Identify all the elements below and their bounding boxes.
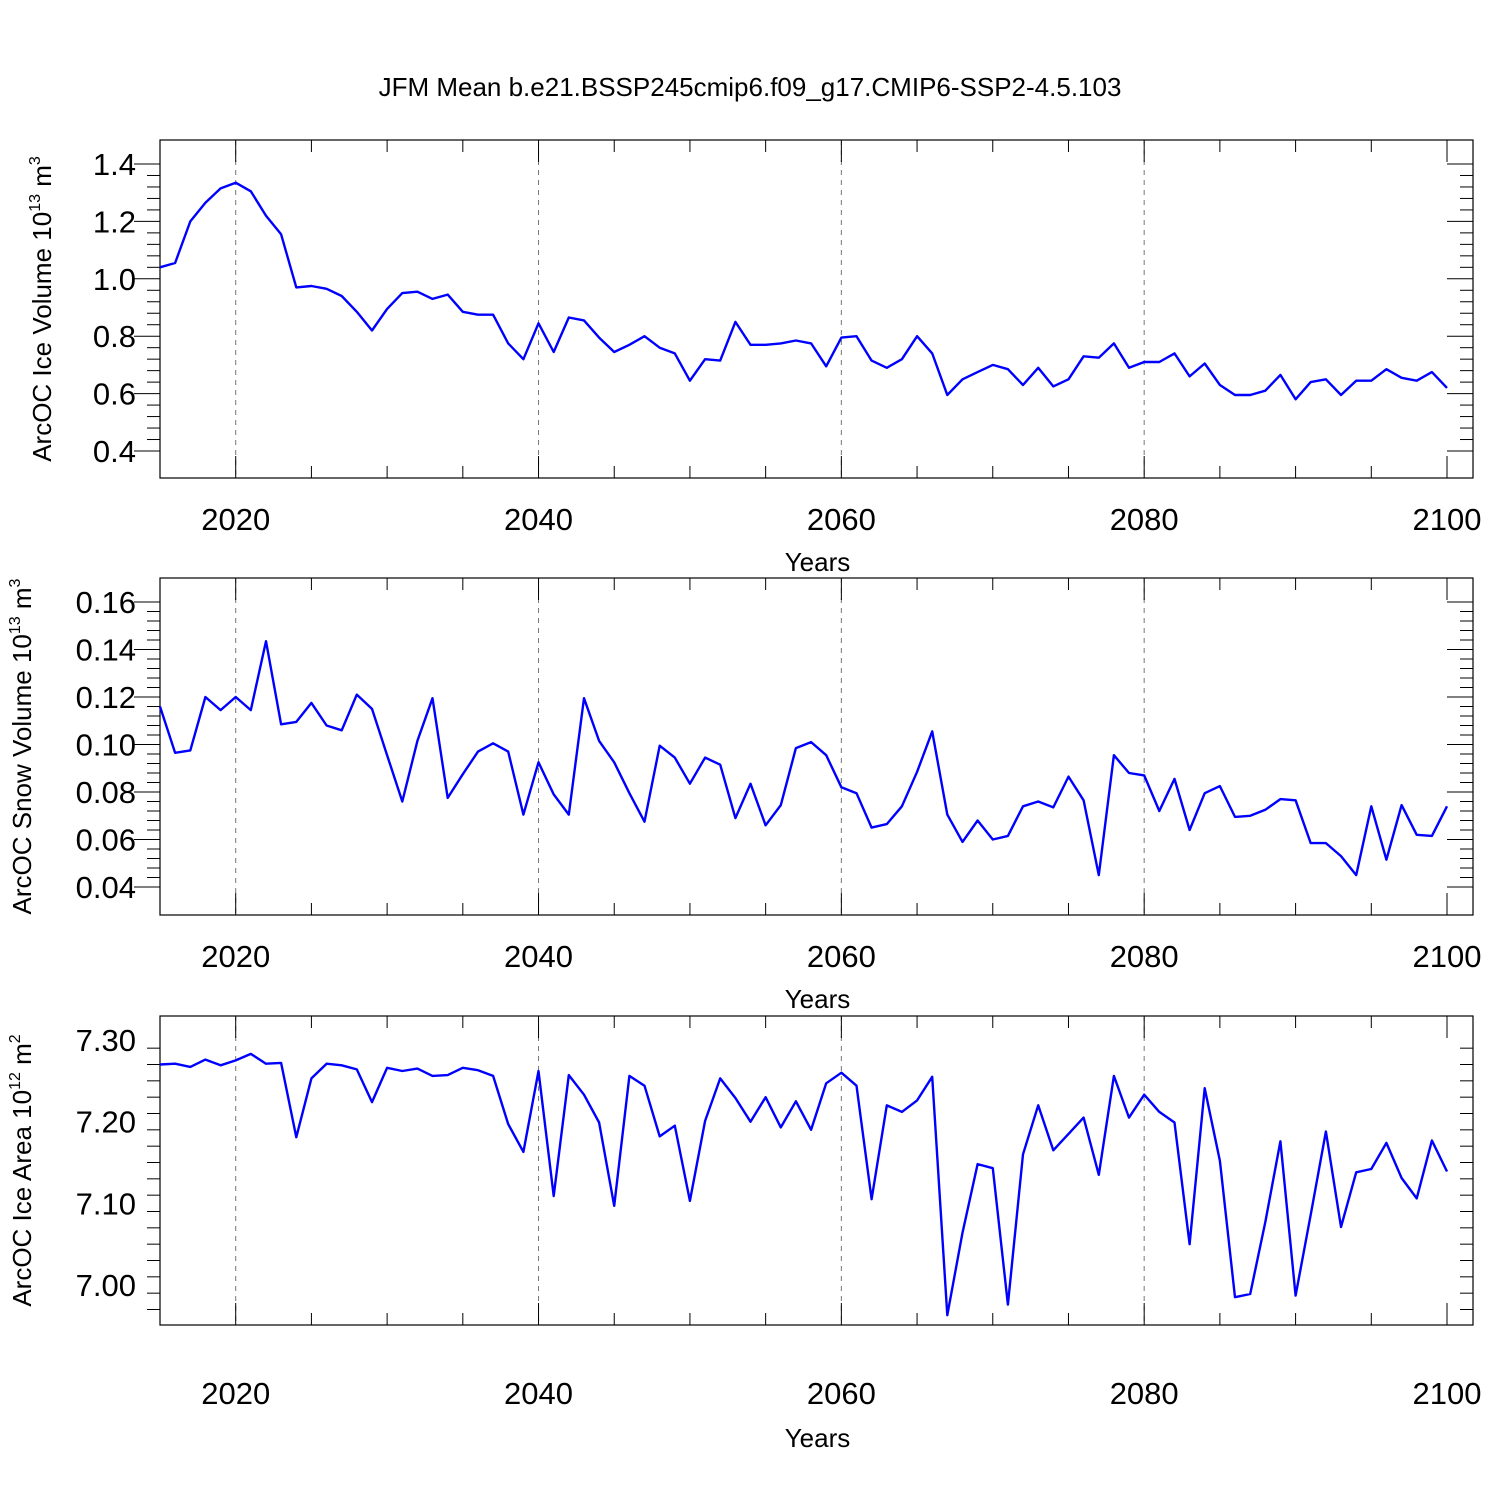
snow-volume-ytick-label: 0.10 bbox=[76, 728, 136, 763]
ice-area-y-axis-title: ArcOC Ice Area 1012 m2 bbox=[7, 1034, 37, 1306]
ice-area-xtick-label: 2080 bbox=[1110, 1376, 1179, 1411]
ice-volume-frame bbox=[159, 139, 1474, 479]
ice-volume-ytick-label: 0.6 bbox=[93, 377, 136, 412]
ice-area-series-line bbox=[159, 1052, 1449, 1317]
ice-area-xtick-label: 2040 bbox=[504, 1376, 573, 1411]
snow-volume-ytick-label: 0.08 bbox=[76, 775, 136, 810]
ice-area-xtick-label: 2020 bbox=[201, 1376, 270, 1411]
snow-volume-xtick-label: 2020 bbox=[201, 939, 270, 974]
ice-volume-xtick-label: 2020 bbox=[201, 502, 270, 537]
ice-volume-series-line bbox=[159, 181, 1448, 401]
ice-area-ytick-label: 7.30 bbox=[76, 1023, 136, 1058]
panel-snow-volume: 0.04 0.06 0.08 0.10 0.12 0.14 0.16 2020 2040 2060… bbox=[7, 577, 1482, 1014]
figure-title: JFM Mean b.e21.BSSP245cmip6.f09_g17.CMIP… bbox=[379, 72, 1122, 102]
snow-volume-y-axis-title: ArcOC Snow Volume 1013 m3 bbox=[7, 578, 37, 914]
snow-volume-ytick-label: 0.16 bbox=[76, 585, 136, 620]
ice-volume-ytick-label: 1.0 bbox=[93, 262, 136, 297]
snow-volume-ytick-label: 0.12 bbox=[76, 680, 136, 715]
ice-volume-y-axis-title: ArcOC Ice Volume 1013 m3 bbox=[27, 156, 57, 462]
ice-area-xtick-label: 2060 bbox=[807, 1376, 876, 1411]
ice-volume-xtick-label: 2060 bbox=[807, 502, 876, 537]
ice-area-frame bbox=[159, 1015, 1474, 1326]
panel-ice-volume: 0.4 0.6 0.8 1.0 1.2 1.4 2020 2040 2060 2080 2100 Ye… bbox=[27, 139, 1482, 577]
ice-area-ytick-label: 7.20 bbox=[76, 1105, 136, 1140]
snow-volume-series-line bbox=[158, 640, 1449, 877]
ice-volume-ytick-label: 0.8 bbox=[93, 319, 136, 354]
snow-volume-xtick-label: 2060 bbox=[807, 939, 876, 974]
ice-volume-xtick-label: 2080 bbox=[1110, 502, 1179, 537]
ice-volume-x-axis-title: Years bbox=[785, 547, 851, 577]
snow-volume-ytick-label: 0.04 bbox=[76, 870, 136, 905]
ice-area-x-axis-title: Years bbox=[785, 1423, 851, 1453]
snow-volume-xtick-label: 2040 bbox=[504, 939, 573, 974]
snow-volume-ytick-label: 0.14 bbox=[76, 633, 136, 668]
panel-ice-area: 7.00 7.10 7.20 7.30 2020 2040 2060 2080 2100 Year… bbox=[7, 1015, 1482, 1453]
ice-area-ytick-label: 7.00 bbox=[76, 1268, 136, 1303]
ice-area-xtick-label: 2100 bbox=[1413, 1376, 1482, 1411]
ice-volume-xtick-label: 2040 bbox=[504, 502, 573, 537]
ice-volume-ytick-label: 0.4 bbox=[93, 434, 136, 469]
snow-volume-x-axis-title: Years bbox=[785, 984, 851, 1014]
ice-volume-xtick-label: 2100 bbox=[1413, 502, 1482, 537]
snow-volume-ytick-label: 0.06 bbox=[76, 823, 136, 858]
snow-volume-frame bbox=[159, 577, 1474, 916]
ice-area-ytick-label: 7.10 bbox=[76, 1186, 136, 1221]
ice-volume-ytick-label: 1.4 bbox=[93, 147, 136, 182]
snow-volume-xtick-label: 2080 bbox=[1110, 939, 1179, 974]
ice-volume-ytick-label: 1.2 bbox=[93, 204, 136, 239]
snow-volume-xtick-label: 2100 bbox=[1413, 939, 1482, 974]
